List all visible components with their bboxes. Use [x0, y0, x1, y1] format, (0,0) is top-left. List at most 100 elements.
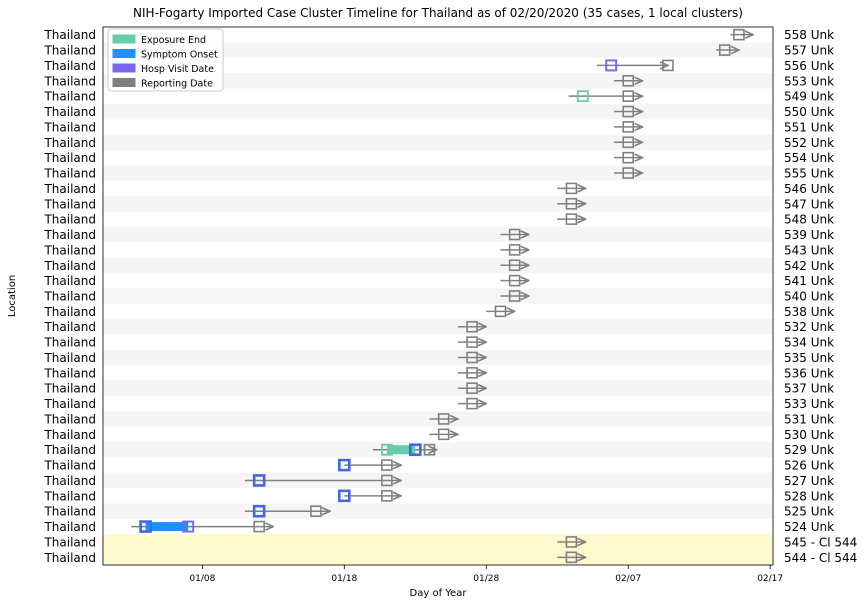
case-row — [429, 413, 457, 425]
y-tick-label: Thailand — [43, 74, 96, 88]
report-marker — [508, 259, 521, 272]
case-label: 549 Unk — [784, 90, 834, 104]
x-tick-label: 01/08 — [189, 574, 215, 584]
exposure-marker — [380, 443, 393, 456]
y-tick-label: Thailand — [43, 397, 96, 411]
y-tick-label: Thailand — [43, 459, 96, 473]
y-tick-label: Thailand — [43, 120, 96, 134]
case-row — [500, 290, 528, 302]
y-tick-label: Thailand — [43, 197, 96, 211]
report-marker — [253, 520, 265, 533]
case-label: 543 Unk — [784, 243, 834, 257]
case-label: 538 Unk — [784, 305, 834, 319]
case-row — [500, 244, 528, 256]
timeline-marks — [131, 28, 753, 564]
legend-entry: Symptom Onset — [112, 49, 218, 61]
row-band — [103, 288, 773, 304]
case-label: 524 Unk — [784, 520, 834, 534]
legend-label: Reporting Date — [141, 79, 213, 90]
report-marker — [381, 490, 393, 502]
legend-label: Symptom Onset — [141, 50, 218, 61]
case-label: 536 Unk — [784, 366, 834, 380]
case-label: 547 Unk — [784, 197, 834, 211]
case-row — [457, 382, 486, 395]
report-marker — [494, 305, 507, 318]
legend-label: Exposure End — [141, 35, 206, 46]
case-row — [614, 105, 642, 118]
report-marker — [381, 474, 393, 487]
report-marker — [565, 182, 578, 195]
report-marker — [662, 59, 674, 72]
y-tick-label: Thailand — [43, 351, 96, 365]
case-row — [614, 136, 642, 149]
case-row — [596, 59, 674, 72]
case-label: 546 Unk — [784, 182, 834, 196]
report-marker — [508, 228, 521, 241]
case-label: 534 Unk — [784, 336, 834, 350]
hosp-marker — [182, 520, 195, 533]
case-row — [557, 213, 585, 225]
case-row — [716, 44, 739, 56]
plot-frame — [102, 26, 774, 566]
report-marker — [565, 197, 578, 210]
y-tick-label: Thailand — [43, 320, 96, 334]
case-row — [429, 428, 457, 441]
row-band — [103, 319, 773, 335]
onset-marker — [139, 520, 152, 533]
report-marker — [622, 167, 635, 179]
report-marker — [466, 351, 478, 364]
case-label: 535 Unk — [784, 351, 834, 365]
case-label: 545 - Cl 544 — [784, 535, 857, 549]
case-row — [457, 367, 486, 379]
row-band — [103, 103, 773, 120]
case-label: 541 Unk — [784, 274, 834, 288]
cluster-band — [103, 549, 773, 565]
report-marker — [622, 90, 635, 102]
legend-swatch — [112, 63, 136, 73]
report-marker — [466, 320, 478, 333]
row-band — [103, 472, 773, 489]
case-label: 557 Unk — [784, 44, 834, 58]
case-label: 525 Unk — [784, 505, 834, 519]
case-label: 526 Unk — [784, 459, 834, 473]
y-tick-label: Thailand — [43, 28, 96, 42]
case-row — [338, 458, 401, 472]
case-label: 540 Unk — [784, 290, 834, 304]
row-band — [103, 226, 773, 243]
row-band — [103, 380, 773, 396]
case-row — [457, 336, 486, 348]
case-row — [568, 90, 643, 103]
case-label: 556 Unk — [784, 59, 834, 73]
report-marker — [733, 28, 745, 41]
x-tick-label: 02/07 — [615, 574, 641, 584]
y-tick-label: Thailand — [43, 305, 96, 319]
y-tick-label: Thailand — [43, 213, 96, 227]
case-label: 533 Unk — [784, 397, 834, 411]
y-tick-label: Thailand — [43, 105, 96, 119]
x-tick-label: 02/17 — [757, 574, 783, 584]
case-row — [457, 351, 486, 364]
report-marker — [622, 136, 635, 149]
y-axis-label: Location — [7, 275, 18, 317]
legend-swatch — [112, 78, 136, 87]
exposure-marker — [576, 90, 589, 103]
report-marker — [565, 536, 578, 548]
onset-marker — [338, 458, 351, 472]
case-row — [500, 274, 528, 287]
y-tick-label: Thailand — [43, 167, 96, 181]
x-axis-label: Day of Year — [410, 588, 468, 599]
case-label: 552 Unk — [784, 136, 834, 150]
row-band — [103, 349, 773, 366]
onset-marker — [338, 489, 351, 503]
legend-label: Hosp Visit Date — [141, 64, 214, 75]
case-row — [372, 443, 437, 457]
case-row — [614, 75, 642, 87]
onset-marker — [252, 504, 266, 518]
report-marker — [565, 213, 578, 225]
row-band — [103, 442, 773, 458]
y-tick-label: Thailand — [43, 428, 96, 442]
case-label: 544 - Cl 544 — [784, 551, 857, 565]
report-marker — [508, 274, 521, 287]
y-tick-label: Thailand — [43, 474, 96, 488]
